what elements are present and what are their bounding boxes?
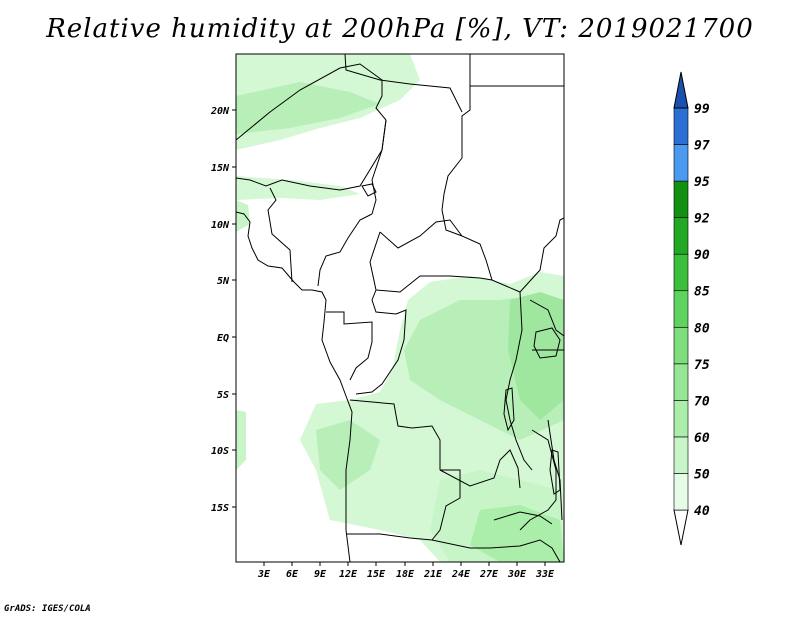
lake-tanganyika — [503, 387, 515, 432]
colorbar-label-75: 75 — [694, 358, 710, 373]
colorbar-segments — [673, 71, 689, 546]
border-cameroon-car — [369, 231, 397, 315]
humidity-area-sw — [236, 410, 246, 470]
humidity-area-north-strong — [236, 82, 380, 134]
colorbar-segment-60-70 — [673, 400, 689, 438]
lon-label-24e: 24E — [451, 569, 471, 580]
lat-label-10s: 10S — [211, 446, 229, 457]
colorbar-segment-90-92 — [673, 217, 689, 255]
border-congo-drc — [355, 309, 407, 395]
colorbar-segment-40-50 — [673, 473, 689, 511]
lon-label-21e: 21E — [423, 569, 443, 580]
colorbar-segment-70-75 — [673, 363, 689, 401]
border-tanzania — [519, 429, 557, 531]
colorbar-label-80: 80 — [694, 321, 710, 336]
lon-label-9e: 9E — [314, 569, 327, 580]
border-nigeria — [267, 187, 293, 283]
colorbar-label-90: 90 — [694, 248, 710, 263]
coastline — [236, 211, 353, 562]
lon-label-12e: 12E — [339, 569, 358, 580]
colorbar-label-70: 70 — [694, 394, 710, 409]
humidity-shading — [236, 54, 564, 562]
lat-label-15s: 15S — [211, 503, 229, 514]
border-uganda-kenya — [529, 299, 564, 351]
border-libya-chad — [441, 54, 471, 211]
colorbar-label-97: 97 — [694, 139, 710, 154]
lon-label-30e: 30E — [507, 569, 527, 580]
lake-chad — [361, 183, 377, 197]
lat-label-10n: 10N — [211, 220, 230, 231]
colorbar-label-99: 99 — [694, 102, 710, 117]
border-zimbabwe — [489, 511, 561, 562]
border-car-drc — [375, 275, 521, 293]
lon-label-27e: 27E — [479, 569, 499, 580]
border-mali-niger — [236, 119, 387, 191]
grads-credit: GrADS: IGES/COLA — [4, 604, 91, 614]
colorbar-segment-97-99 — [673, 107, 689, 145]
colorbar-label-60: 60 — [694, 431, 710, 446]
border-east-lakes — [505, 291, 533, 471]
lat-label-5n: 5N — [217, 276, 230, 287]
colorbar-label-92: 92 — [694, 212, 710, 227]
chart-title: Relative humidity at 200hPa [%], VT: 201… — [46, 14, 754, 44]
humidity-area-west — [236, 200, 250, 232]
colorbar-segment-below-40 — [673, 509, 689, 546]
colorbar-segment-80-85 — [673, 290, 689, 328]
colorbar-label-40: 40 — [694, 504, 710, 519]
border-malawi — [547, 419, 563, 521]
lon-label-3e: 3E — [257, 569, 271, 580]
map-frame — [235, 53, 565, 563]
border-drc-zambia — [439, 449, 521, 489]
colorbar-segment-95-97 — [673, 144, 689, 182]
country-borders — [236, 54, 564, 562]
border-congo-gabon — [326, 311, 373, 381]
lake-malawi — [549, 449, 561, 495]
colorbar-segment-85-90 — [673, 253, 689, 292]
lat-label-20n: 20N — [210, 106, 230, 117]
border-drc-angola — [349, 399, 441, 470]
colorbar: 40 50 60 70 75 80 85 90 92 95 97 99 — [673, 71, 710, 546]
lat-label-15n: 15N — [211, 163, 230, 174]
border-nigeria-cameroon — [317, 213, 373, 287]
colorbar-label-95: 95 — [694, 175, 710, 190]
lat-label-5s: 5S — [217, 390, 229, 401]
colorbar-label-50: 50 — [694, 467, 710, 482]
border-algeria-libya — [344, 54, 463, 113]
lon-label-15e: 15E — [367, 569, 386, 580]
border-niger-chad — [371, 119, 387, 215]
border-angola-zambia — [431, 469, 461, 541]
lon-label-6e: 6E — [286, 569, 299, 580]
colorbar-segment-above-99 — [673, 71, 689, 109]
border-sudan — [441, 209, 564, 293]
longitude-axis: 3E 6E 9E 12E 15E 18E 21E 24E 27E 30E 33E — [257, 562, 555, 580]
lat-label-eq: EQ — [217, 333, 229, 344]
colorbar-labels: 40 50 60 70 75 80 85 90 92 95 97 99 — [694, 102, 710, 519]
colorbar-segment-92-95 — [673, 180, 689, 218]
humidity-area-sahel — [236, 176, 360, 200]
colorbar-segment-75-80 — [673, 326, 689, 365]
colorbar-segment-50-60 — [673, 436, 689, 474]
colorbar-label-85: 85 — [694, 285, 710, 300]
lon-label-18e: 18E — [396, 569, 415, 580]
lake-victoria — [533, 327, 561, 359]
border-algeria-mali — [236, 63, 387, 141]
latitude-axis: 20N 15N 10N 5N EQ 5S 10S 15S — [210, 106, 236, 514]
border-angola-namibia — [346, 533, 490, 549]
border-chad-car — [379, 219, 493, 281]
lon-label-33e: 33E — [535, 569, 555, 580]
